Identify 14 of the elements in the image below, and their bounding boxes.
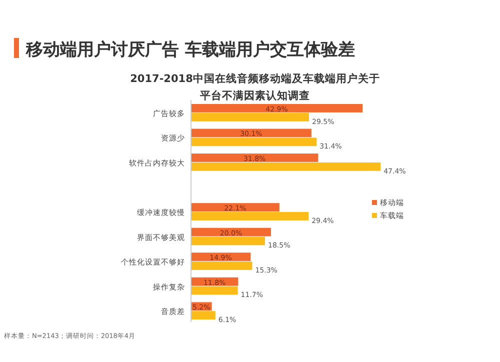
bar	[191, 236, 265, 246]
chart-title: 移动端用户讨厌广告 车载端用户交互体验差	[25, 40, 355, 60]
bar	[191, 228, 271, 236]
bar	[191, 262, 252, 270]
bar	[191, 212, 309, 220]
bar	[191, 203, 280, 212]
bar	[191, 286, 238, 295]
bar	[191, 104, 363, 112]
chart-subtitle: 2017-2018中国在线音频移动端及车载端用户关于平台不满因素认知调查	[130, 72, 380, 102]
bar	[191, 112, 309, 122]
bar	[191, 154, 318, 162]
bar	[191, 311, 216, 320]
bar	[191, 138, 317, 146]
bar	[191, 162, 381, 171]
